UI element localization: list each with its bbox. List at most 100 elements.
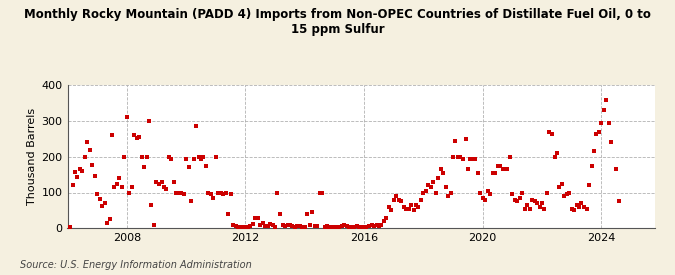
Point (270, 225, 281, 229)
Point (265, 222, 275, 226)
Point (287, 224, 298, 229)
Point (448, 155, 458, 159)
Point (267, 223, 278, 228)
Point (413, 205, 424, 209)
Point (438, 170, 449, 175)
Point (492, 163, 503, 168)
Point (529, 199, 540, 204)
Point (218, 192, 229, 196)
Point (431, 190, 441, 195)
Point (458, 156, 468, 161)
Point (371, 222, 382, 227)
Point (131, 136, 142, 140)
Point (598, 108, 609, 112)
Point (168, 180, 179, 184)
Point (156, 180, 167, 184)
Point (369, 224, 379, 229)
Point (613, 199, 624, 204)
Point (483, 189, 493, 193)
Point (275, 212, 286, 216)
Point (547, 131, 558, 136)
Point (215, 190, 226, 195)
Point (346, 225, 357, 229)
Point (505, 155, 516, 159)
Point (443, 194, 454, 198)
Point (435, 167, 446, 172)
Point (205, 192, 216, 196)
Point (611, 167, 622, 172)
Text: Source: U.S. Energy Information Administration: Source: U.S. Energy Information Administ… (20, 260, 252, 270)
Point (512, 199, 523, 204)
Point (596, 120, 607, 125)
Point (223, 212, 234, 216)
Point (554, 185, 565, 189)
Point (561, 192, 572, 196)
Point (178, 192, 189, 196)
Point (82, 140, 92, 145)
Point (497, 167, 508, 172)
Point (524, 206, 535, 211)
Point (240, 225, 251, 229)
Point (213, 190, 223, 195)
Point (349, 225, 360, 229)
Point (186, 199, 196, 204)
Point (398, 205, 409, 209)
Point (136, 155, 147, 159)
Point (297, 225, 308, 229)
Point (242, 225, 253, 229)
Point (144, 119, 155, 123)
Point (198, 155, 209, 159)
Point (344, 225, 354, 229)
Point (472, 170, 483, 175)
Point (300, 225, 310, 229)
Point (537, 201, 547, 205)
Point (114, 176, 125, 180)
Point (220, 190, 231, 195)
Point (583, 183, 594, 188)
Point (324, 225, 335, 229)
Point (65, 225, 76, 229)
Point (601, 97, 612, 102)
Point (450, 138, 461, 143)
Point (421, 189, 431, 193)
Point (277, 222, 288, 227)
Point (462, 167, 473, 172)
Point (163, 155, 174, 159)
Point (290, 225, 300, 229)
Point (279, 224, 290, 229)
Point (376, 222, 387, 227)
Point (500, 167, 510, 172)
Point (233, 225, 244, 229)
Point (272, 190, 283, 195)
Point (468, 156, 479, 161)
Point (379, 219, 389, 223)
Point (423, 183, 434, 188)
Point (475, 190, 486, 195)
Point (109, 185, 119, 189)
Point (227, 222, 238, 227)
Point (564, 190, 574, 195)
Point (514, 196, 525, 200)
Point (183, 165, 194, 170)
Point (92, 192, 103, 196)
Point (507, 192, 518, 196)
Point (314, 190, 325, 195)
Point (107, 133, 117, 138)
Point (339, 222, 350, 227)
Point (74, 166, 85, 171)
Point (252, 215, 263, 220)
Point (517, 190, 528, 195)
Point (416, 197, 427, 202)
Point (460, 137, 471, 141)
Point (391, 194, 402, 198)
Point (396, 199, 406, 204)
Point (309, 224, 320, 229)
Point (403, 206, 414, 211)
Point (89, 174, 100, 179)
Point (334, 225, 345, 229)
Point (576, 201, 587, 205)
Point (522, 203, 533, 207)
Point (84, 147, 95, 152)
Point (263, 224, 273, 229)
Point (510, 197, 520, 202)
